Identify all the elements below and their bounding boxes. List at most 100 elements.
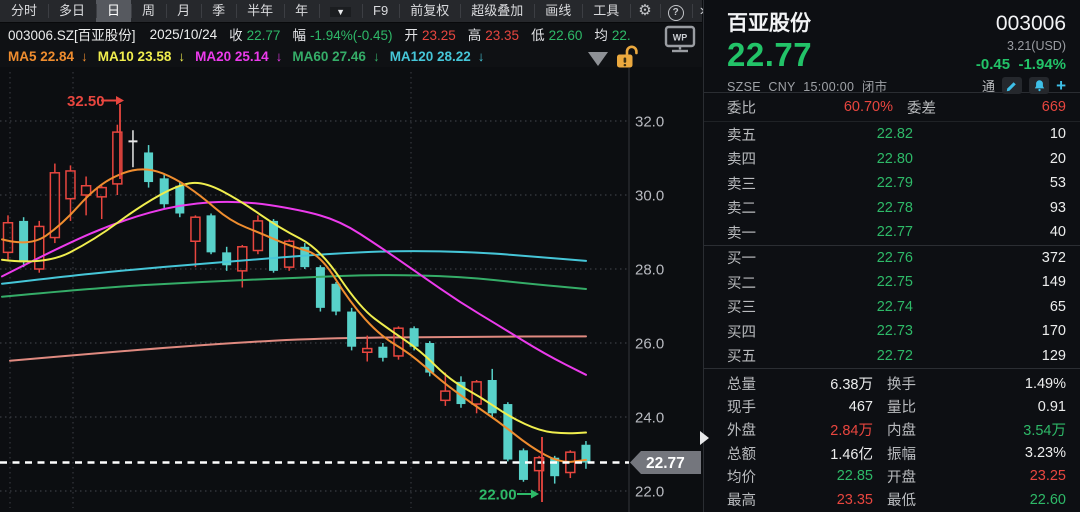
tab-year[interactable]: 年: [284, 0, 319, 22]
tab-super-overlay[interactable]: 超级叠加: [460, 0, 534, 22]
tab-minute[interactable]: 分时: [11, 3, 38, 18]
quote-fields: 收 22.77 幅 -1.94%(-0.45) 开 23.25 高 23.35 低 22.60 均 2…: [217, 24, 631, 44]
ma-legend-ma20: MA20 25.14 ↓: [195, 48, 283, 64]
tab-f9[interactable]: F9: [362, 0, 399, 22]
stats-row-外盘: 外盘 2.84万 内盘 3.54万: [727, 423, 1066, 440]
orderbook-row-卖五[interactable]: 卖五 22.82 10: [727, 126, 1066, 144]
svg-text:WP: WP: [673, 33, 688, 43]
sell-orderbook: 卖五 22.82 10 卖四 22.80 20 卖三 22.79 53 卖二 22.78 93 卖一 22…: [704, 122, 1080, 245]
tab-tools[interactable]: 工具: [582, 0, 630, 22]
weicha-label: 委差: [907, 100, 936, 117]
field-value: -1.94%(-0.45): [309, 28, 393, 43]
tab-draw-line[interactable]: 画线: [534, 0, 582, 22]
candles: [2, 124, 591, 491]
y-axis-label: 22.0: [635, 484, 664, 501]
tab-multiday[interactable]: 多日: [48, 0, 96, 22]
stats-row-总额: 总额 1.46亿 振幅 3.23%: [727, 445, 1066, 463]
orderbook-row-买一[interactable]: 买一 22.76 372: [727, 249, 1066, 268]
field-label: 均: [594, 28, 608, 43]
stats-row-现手: 现手 467 量比 0.91: [727, 398, 1066, 417]
alert-bell-icon[interactable]: [1029, 77, 1050, 94]
last-price: 22.77: [727, 36, 813, 73]
date-label: 2025/10/24: [149, 26, 218, 42]
orderbook-row-卖二[interactable]: 卖二 22.78 93: [727, 199, 1066, 218]
orderbook-row-买五[interactable]: 买五 22.72 129: [727, 347, 1066, 366]
stats-row-均价: 均价 22.85 开盘 23.25: [727, 468, 1066, 486]
field-label: 收: [229, 28, 243, 43]
add-watchlist-button[interactable]: +: [1056, 76, 1066, 95]
buy-orderbook: 买一 22.76 372 买二 22.75 149 买三 22.74 65 买四 22.73 170 买…: [704, 246, 1080, 369]
field-label: 高: [467, 28, 482, 43]
ma-line-ma60: [1, 274, 587, 298]
ma-legend-ma120: MA120 28.22 ↓: [389, 48, 485, 64]
year-dropdown-icon[interactable]: ▼: [319, 0, 362, 22]
more-chevron-icon[interactable]: ›: [691, 0, 713, 22]
help-icon[interactable]: ?: [659, 0, 692, 22]
field-label: 低: [531, 28, 545, 43]
field-value: 22.60: [548, 28, 583, 43]
stats-divider: [704, 368, 1080, 369]
y-axis-label: 32.0: [635, 114, 664, 131]
tab-month[interactable]: 月: [166, 0, 201, 22]
field-label: 幅: [292, 28, 306, 43]
ma-line-ma20: [1, 200, 587, 376]
orderbook-row-买四[interactable]: 买四 22.73 170: [727, 323, 1066, 341]
ma-line-ma5: [1, 168, 587, 463]
y-axis-label: 28.0: [635, 262, 664, 279]
ma-legend-ma60: MA60 27.46 ↓: [292, 48, 380, 64]
tab-halfyear[interactable]: 半年: [236, 0, 284, 22]
weibi-label: 委比: [727, 100, 756, 117]
stats-row-总量: 总量 6.38万 换手 1.49%: [727, 375, 1066, 394]
field-value: 23.35: [485, 28, 520, 43]
orderbook-row-卖一[interactable]: 卖一 22.77 40: [727, 224, 1066, 242]
quote-panel: 百亚股份 003006 22.77 3.21(USD) -0.45 -1.94%…: [703, 0, 1080, 512]
orderbook-row-买二[interactable]: 买二 22.75 149: [727, 274, 1066, 292]
usd-price: 3.21(USD): [1006, 39, 1066, 53]
y-axis-label: 26.0: [635, 336, 664, 353]
stock-name: 百亚股份: [727, 12, 811, 35]
svg-text:22.77: 22.77: [646, 455, 685, 472]
weicha-value: 669: [1041, 99, 1066, 115]
y-axis-label: 24.0: [635, 410, 664, 427]
quote-header: 百亚股份 003006 22.77 3.21(USD) -0.45 -1.94%…: [704, 0, 1080, 95]
orderbook-row-卖四[interactable]: 卖四 22.80 20: [727, 150, 1066, 169]
orderbook-row-卖三[interactable]: 卖三 22.79 53: [727, 175, 1066, 193]
stock-code: 003006: [995, 12, 1066, 35]
field-value: 22.: [611, 28, 631, 43]
chevron-down-icon[interactable]: [588, 52, 608, 66]
orderbook-divider: [704, 244, 1080, 246]
tab-day[interactable]: 日: [96, 0, 132, 22]
orderbook-row-买三[interactable]: 买三 22.74 65: [727, 298, 1066, 317]
ma-line-ma120: [1, 250, 587, 285]
quote-info-bar: 003006.SZ[百亚股份] 2025/10/24 收 22.77 幅 -1.94%…: [0, 23, 702, 45]
price-alert-32.50[interactable]: 32.50: [67, 93, 124, 179]
price-alert-22.00[interactable]: 22.00: [479, 437, 543, 504]
field-value: 22.77: [246, 28, 281, 43]
candlestick-chart[interactable]: 32.0 30.0 28.0 26.0 24.0 22.0 22.77 32.50 22.00: [0, 68, 702, 512]
ma-legend-ma10: MA10 23.58 ↓: [97, 48, 186, 64]
ma-legend-bar: MA5 22.84 ↓ MA10 23.58 ↓ MA20 25.14 ↓ MA60 27.…: [0, 45, 702, 67]
panel-collapse-handle[interactable]: [700, 431, 709, 445]
settings-gear-icon[interactable]: ⚙: [630, 0, 659, 22]
monitor-wp-icon[interactable]: WP: [664, 25, 698, 58]
ma-line-ma250: [9, 335, 587, 362]
field-value: 23.25: [421, 28, 456, 43]
svg-text:22.00: 22.00: [479, 487, 517, 504]
price-change: -0.45 -1.94%: [975, 56, 1066, 73]
unlock-alert-icon[interactable]: [615, 44, 639, 77]
weibi-value: 60.70%: [843, 99, 893, 115]
ma-legend-ma5: MA5 22.84 ↓: [8, 48, 88, 64]
field-label: 开: [404, 28, 418, 43]
tab-forward-adjust[interactable]: 前复权: [399, 0, 460, 22]
ma-line-ma10: [1, 181, 587, 435]
last-price-tag: 22.77: [630, 451, 701, 475]
symbol-label: 003006.SZ[百亚股份]: [8, 28, 136, 43]
svg-text:32.50: 32.50: [67, 93, 105, 110]
tab-quarter[interactable]: 季: [201, 0, 236, 22]
market-status: SZSE CNY 15:00:00 闭市: [727, 80, 888, 94]
tab-week[interactable]: 周: [131, 0, 166, 22]
edit-pencil-icon[interactable]: [1002, 77, 1023, 94]
tong-badge: 通: [982, 79, 996, 94]
